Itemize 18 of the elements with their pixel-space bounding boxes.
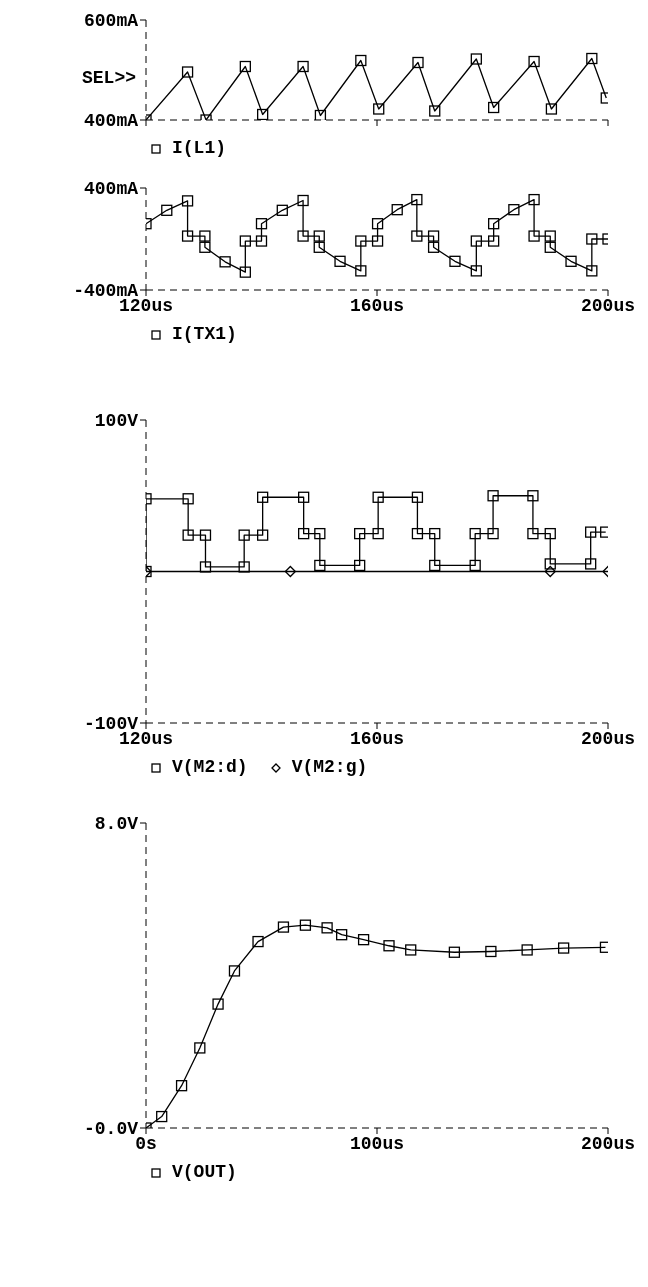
x-tick-label: 200us bbox=[580, 1133, 636, 1154]
x-tick-label: 160us bbox=[349, 295, 405, 316]
legend-label: I(L1) bbox=[172, 138, 227, 158]
y-tick-label: 8.0V bbox=[94, 814, 139, 835]
x-tick-label: 200us bbox=[580, 728, 636, 749]
y-tick-label: 400mA bbox=[83, 179, 139, 200]
y-tick-label: 600mA bbox=[83, 11, 139, 32]
x-tick-label: 100us bbox=[349, 1133, 405, 1154]
legend-label: I(TX1) bbox=[172, 324, 237, 344]
y-tick-label: 100V bbox=[94, 411, 139, 432]
text: SEL>> bbox=[81, 68, 136, 88]
y-tick-label: 400mA bbox=[83, 111, 139, 132]
legend-label: V(M2:g) bbox=[291, 757, 368, 777]
legend-label: V(M2:d) bbox=[172, 757, 248, 777]
x-tick-label: 0s bbox=[135, 1133, 157, 1154]
legend-label: V(OUT) bbox=[172, 1162, 237, 1182]
x-tick-label: 200us bbox=[580, 295, 636, 316]
x-tick-label: 160us bbox=[349, 728, 405, 749]
